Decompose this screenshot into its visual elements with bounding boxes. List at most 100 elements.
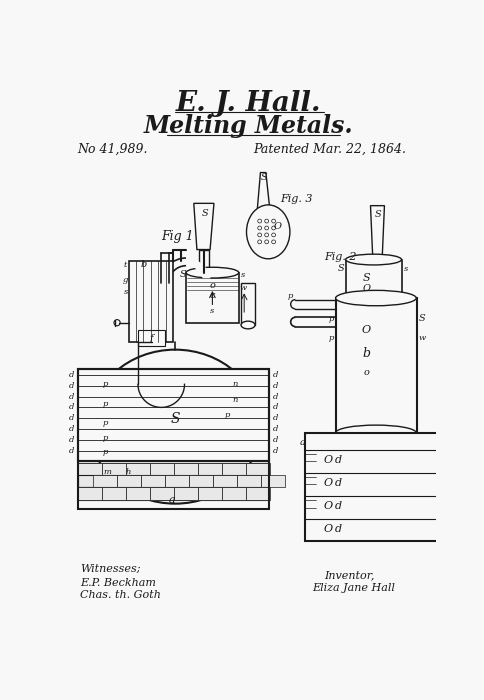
Text: n: n	[232, 380, 238, 389]
Text: b: b	[363, 347, 371, 360]
Text: w: w	[239, 284, 246, 292]
Text: S: S	[338, 265, 344, 273]
Text: S: S	[363, 273, 370, 283]
Circle shape	[114, 320, 120, 326]
Text: No 41,989.: No 41,989.	[77, 143, 148, 156]
Bar	[197, 463, 222, 475]
Text: d: d	[69, 393, 74, 400]
Bar	[189, 475, 213, 487]
Bar	[246, 487, 270, 500]
Circle shape	[258, 219, 262, 223]
Bar	[150, 487, 174, 500]
Polygon shape	[370, 206, 384, 260]
Text: E. J. Hall.: E. J. Hall.	[175, 90, 321, 117]
Polygon shape	[257, 172, 270, 209]
Text: Patented Mar. 22, 1864.: Patented Mar. 22, 1864.	[253, 143, 406, 156]
Text: S: S	[180, 270, 186, 279]
Bar	[102, 487, 126, 500]
Circle shape	[258, 233, 262, 237]
Text: Inventor,: Inventor,	[324, 570, 375, 580]
Bar	[77, 487, 269, 500]
Text: O: O	[323, 478, 333, 488]
Bar	[117, 475, 141, 487]
Text: S: S	[375, 211, 381, 219]
Bar	[174, 487, 197, 500]
Bar	[77, 463, 102, 475]
Bar	[126, 487, 150, 500]
Text: S: S	[418, 314, 425, 323]
Text: d: d	[272, 371, 278, 379]
Text: Fig. 3: Fig. 3	[280, 195, 312, 204]
Text: p: p	[329, 334, 334, 342]
Bar	[126, 463, 150, 475]
Bar	[141, 475, 165, 487]
Bar	[150, 463, 174, 475]
Ellipse shape	[186, 267, 239, 278]
Text: m: m	[103, 468, 111, 476]
Bar	[93, 475, 117, 487]
Text: d: d	[69, 435, 74, 444]
Circle shape	[265, 226, 269, 230]
Text: h: h	[126, 468, 131, 476]
Text: O: O	[363, 284, 371, 293]
Text: t: t	[124, 261, 127, 269]
Text: d: d	[272, 435, 278, 444]
Text: O: O	[362, 326, 371, 335]
Polygon shape	[161, 258, 211, 283]
Bar	[77, 475, 269, 487]
Ellipse shape	[346, 254, 402, 265]
Text: S: S	[201, 209, 208, 218]
Text: d: d	[272, 414, 278, 422]
Text: Chas. th. Goth: Chas. th. Goth	[80, 589, 161, 599]
Text: s: s	[404, 265, 408, 273]
Text: d: d	[69, 382, 74, 390]
Text: w: w	[418, 334, 425, 342]
Text: p: p	[103, 400, 108, 407]
Text: d: d	[272, 393, 278, 400]
Text: s: s	[123, 288, 128, 296]
Text: d: d	[69, 447, 74, 454]
Text: p: p	[103, 380, 108, 389]
Text: O: O	[323, 524, 333, 534]
Bar	[165, 475, 189, 487]
Bar	[77, 369, 269, 461]
Bar	[186, 272, 239, 323]
Text: d: d	[334, 524, 342, 534]
Text: Witnesses;: Witnesses;	[80, 564, 140, 574]
Text: n: n	[232, 395, 238, 404]
Text: p: p	[103, 448, 108, 456]
Bar	[213, 475, 237, 487]
Text: O: O	[273, 222, 282, 231]
Text: o: o	[210, 281, 215, 290]
Text: d: d	[334, 455, 342, 465]
Bar	[77, 463, 269, 475]
Circle shape	[272, 226, 275, 230]
Circle shape	[272, 219, 275, 223]
Text: O: O	[323, 455, 333, 465]
Circle shape	[265, 233, 269, 237]
Text: S: S	[170, 412, 180, 426]
Bar	[174, 463, 197, 475]
Text: c: c	[210, 291, 215, 300]
Bar	[197, 487, 222, 500]
Text: p: p	[288, 292, 293, 300]
Text: s: s	[241, 271, 245, 279]
Text: s: s	[210, 307, 214, 315]
Text: Fig. 2: Fig. 2	[324, 252, 357, 262]
Text: o: o	[363, 368, 370, 377]
Text: d: d	[272, 382, 278, 390]
Ellipse shape	[335, 290, 416, 306]
Bar	[241, 283, 255, 325]
Ellipse shape	[335, 425, 416, 440]
Text: E.P. Beckham: E.P. Beckham	[80, 578, 156, 588]
Text: a: a	[169, 495, 175, 505]
Ellipse shape	[246, 205, 290, 259]
Text: p: p	[103, 419, 108, 427]
Bar	[77, 369, 269, 509]
Text: d: d	[334, 478, 342, 488]
Circle shape	[272, 240, 275, 244]
Text: d: d	[272, 403, 278, 412]
Bar	[335, 298, 417, 433]
Ellipse shape	[346, 293, 402, 304]
Text: p: p	[329, 315, 334, 323]
